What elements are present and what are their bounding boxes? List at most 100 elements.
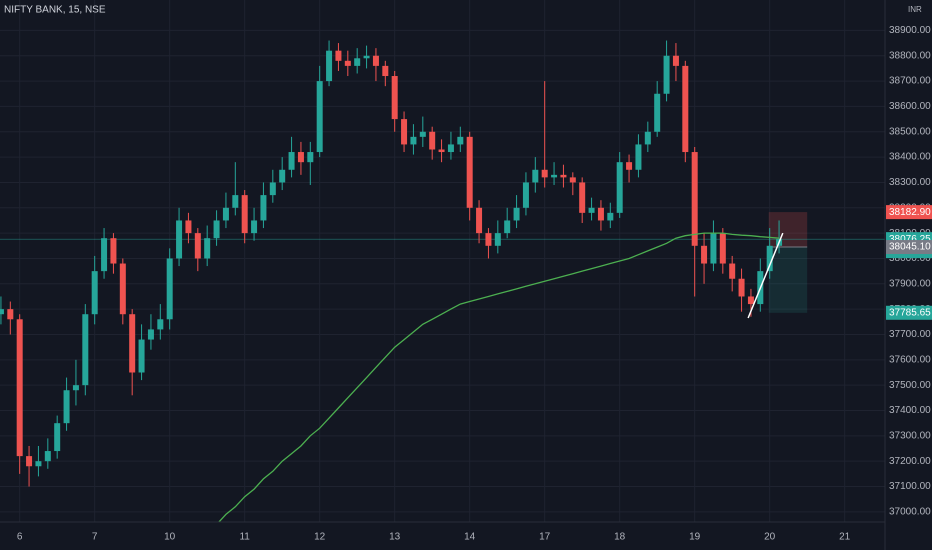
price-label: 38076.25 <box>889 234 931 245</box>
axes: 37000.00 37100.00 37200.00 37300.00 37400.00… <box>17 25 932 543</box>
candle-body <box>297 152 304 163</box>
candle-body <box>607 212 614 221</box>
candle-body <box>251 220 258 234</box>
candle-body <box>569 177 576 183</box>
candle-body <box>222 207 229 221</box>
candle-body <box>579 182 586 213</box>
candle-body <box>44 451 51 462</box>
x-tick-label: 18 <box>614 532 626 543</box>
x-tick-label: 10 <box>164 532 176 543</box>
candle-body <box>372 55 379 66</box>
candle-body <box>344 60 351 66</box>
candle-body <box>701 245 708 264</box>
candle-body <box>279 169 286 183</box>
candle-body <box>72 385 79 391</box>
candle-body <box>232 195 239 208</box>
candle-body <box>644 131 651 145</box>
candle-body <box>719 233 726 264</box>
candle-body <box>494 233 501 246</box>
candle-body <box>710 233 717 264</box>
candle-body <box>176 220 183 259</box>
candle-body <box>635 144 642 170</box>
candle-body <box>119 263 126 315</box>
candle-body <box>194 233 201 259</box>
y-tick-label: 37000.00 <box>889 507 931 518</box>
y-tick-label: 37100.00 <box>889 481 931 492</box>
candle-body <box>616 162 623 213</box>
candle-body <box>729 263 736 279</box>
candle-body <box>513 207 520 221</box>
y-tick-label: 37900.00 <box>889 278 931 289</box>
moving-average <box>218 232 780 522</box>
candle-body <box>691 152 698 246</box>
candle-body <box>682 65 689 153</box>
trend-line <box>747 232 784 319</box>
candle-body <box>560 174 567 178</box>
candle-body <box>457 136 464 145</box>
candle-body <box>0 309 4 315</box>
x-tick-label: 17 <box>539 532 551 543</box>
y-tick-label: 37400.00 <box>889 405 931 416</box>
candle-body <box>522 182 529 208</box>
x-tick-label: 14 <box>464 532 476 543</box>
candle-body <box>110 238 117 264</box>
x-tick-label: 20 <box>764 532 776 543</box>
plot-area <box>0 40 885 522</box>
candle-body <box>101 238 108 272</box>
candle-body <box>204 238 211 259</box>
position-risk <box>768 212 808 248</box>
candle-body <box>288 152 295 170</box>
candle-body <box>654 93 661 132</box>
candle-body <box>551 174 558 178</box>
candle-body <box>532 169 539 183</box>
candle-body <box>541 169 548 178</box>
candle-body <box>269 182 276 196</box>
x-tick-label: 12 <box>314 532 326 543</box>
y-tick-label: 38400.00 <box>889 152 931 163</box>
x-tick-label: 11 <box>239 532 250 543</box>
candle-body <box>241 195 248 234</box>
candle-body <box>429 131 436 150</box>
candle-body <box>166 258 173 320</box>
candle-body <box>626 162 633 170</box>
y-tick-label: 38800.00 <box>889 50 931 61</box>
currency: INR <box>908 5 922 14</box>
candle-body <box>213 220 220 239</box>
candle-body <box>260 195 267 221</box>
candle-body <box>672 55 679 66</box>
y-tick-label: 38300.00 <box>889 177 931 188</box>
y-tick-label: 37700.00 <box>889 329 931 340</box>
candle-body <box>138 339 145 373</box>
x-tick-label: 6 <box>17 532 23 543</box>
y-tick-label: 38600.00 <box>889 101 931 112</box>
y-tick-label: 37500.00 <box>889 380 931 391</box>
y-tick-label: 38500.00 <box>889 126 931 137</box>
position-reward <box>768 247 808 313</box>
y-tick-label: 37600.00 <box>889 354 931 365</box>
candle-body <box>401 119 408 145</box>
candle-body <box>326 50 333 82</box>
candle-body <box>485 233 492 246</box>
candle-body <box>157 319 164 330</box>
candle-body <box>447 144 454 153</box>
candle-body <box>382 65 389 77</box>
candle-body <box>147 329 154 340</box>
candle-body <box>419 131 426 137</box>
candle-body <box>16 319 23 457</box>
candle-body <box>466 136 473 208</box>
price-label-box <box>886 240 932 255</box>
candle-body <box>438 149 445 153</box>
x-tick-label: 7 <box>92 532 98 543</box>
candle-body <box>354 58 361 66</box>
x-tick-label: 13 <box>389 532 401 543</box>
candle-body <box>91 271 98 315</box>
candle-body <box>316 81 323 153</box>
candle-body <box>335 50 342 61</box>
price-label-box <box>886 305 932 320</box>
candle-body <box>185 220 192 234</box>
y-tick-label: 38700.00 <box>889 76 931 87</box>
chart-title: NIFTY BANK, 15, NSE <box>4 5 106 16</box>
candle-body <box>588 207 595 213</box>
